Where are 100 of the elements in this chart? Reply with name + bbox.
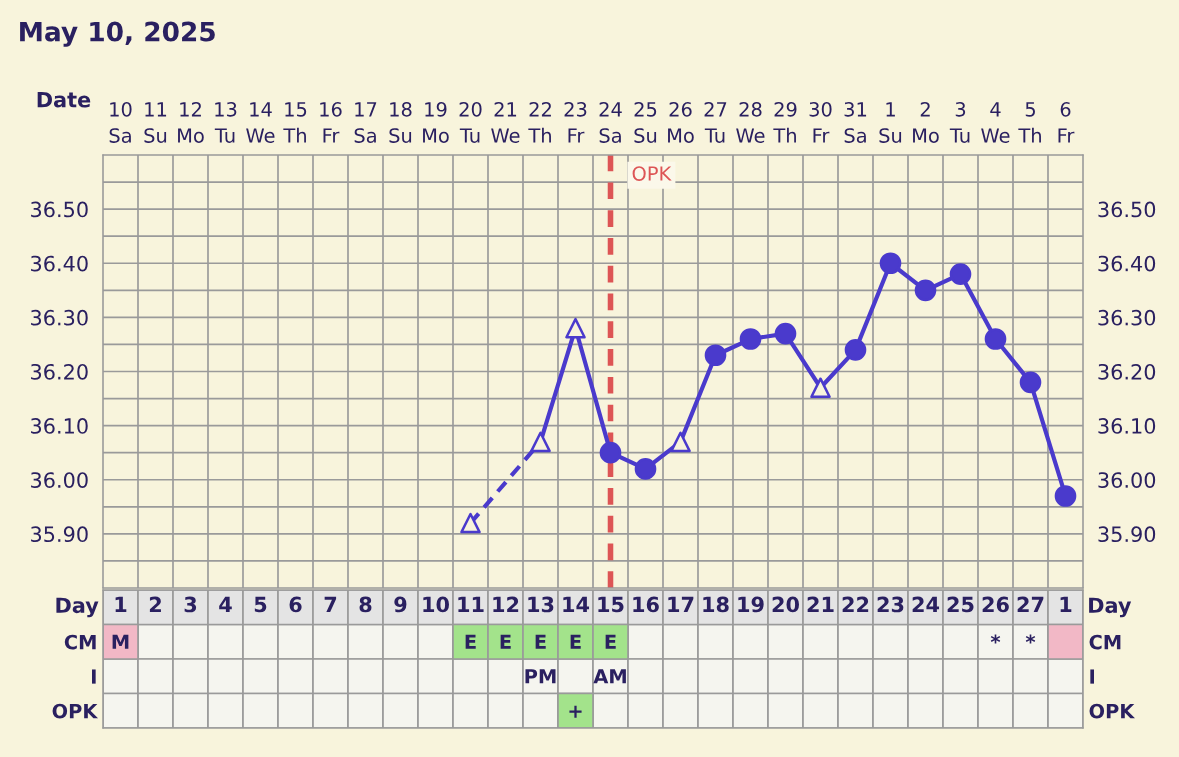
text: E [535, 634, 546, 649]
point [949, 263, 972, 285]
y2-tick-label: 36.20 [1098, 363, 1156, 380]
y-tick-label: I [92, 669, 96, 684]
x-tick-label: 7 [324, 596, 337, 613]
x-tick-label: 18 [703, 596, 729, 613]
x-tick-label: 16 [633, 596, 659, 613]
text: + [569, 705, 582, 718]
y2-tick-label: I [1090, 669, 1094, 684]
y2-tick-label: 36.50 [1098, 201, 1156, 218]
x-tick-label: 22 [842, 596, 869, 613]
y2-tick-label: 36.10 [1098, 418, 1156, 434]
x-tick-label: 25 Su [634, 101, 657, 143]
x-tick-label: 1 [1060, 596, 1072, 613]
x-tick-label: 28 We [736, 101, 765, 143]
x-tick-label: 13 [528, 596, 554, 613]
x-tick-label: 11 [458, 596, 484, 613]
point [810, 377, 831, 399]
y2-tick-label: 36.00 [1098, 472, 1156, 488]
x-tick-label: 20 Tu [459, 101, 482, 143]
text: * [990, 634, 1001, 644]
point [914, 279, 937, 302]
y-tick-label: 35.90 [31, 526, 88, 543]
x-tick-label: 19 Mo [423, 101, 449, 143]
x-axis-title: Day [56, 597, 99, 618]
ref-line-label: OPK [632, 166, 672, 181]
x-tick-label: 18 Su [389, 101, 412, 143]
y2-tick-label: 36.30 [1098, 309, 1156, 326]
x-tick-label: 10 [423, 596, 449, 613]
point [704, 344, 727, 367]
text: E [605, 634, 616, 649]
chart-title: May 10, 2025 [20, 21, 215, 47]
y-tick-label: 36.00 [31, 472, 88, 488]
x-tick-label: 1 [115, 596, 127, 613]
x-tick-label: 12 [493, 596, 519, 613]
x-tick-label: 31 Sa [844, 101, 867, 143]
y2-tick-label: OPK [1089, 703, 1135, 719]
text: M [112, 634, 129, 649]
point [984, 328, 1007, 350]
x-tick-label: 2 [149, 596, 161, 613]
x-tick-label: 9 [394, 596, 407, 613]
text: E [500, 634, 511, 649]
x-tick-label: 15 Th [283, 102, 307, 143]
x-tick-label: 6 [289, 596, 302, 613]
point [844, 339, 867, 361]
x-tick-label: 29 Th [773, 101, 797, 143]
x-tick-label: 22 Th [528, 101, 551, 143]
x-tick-label: 11 Su [144, 102, 167, 143]
x-tick-label: 19 [738, 596, 764, 613]
x-tick-label: 23 Fr [564, 101, 587, 143]
x-tick-label: 27 [1017, 596, 1044, 613]
x-tick-label: 12 Mo [178, 101, 204, 143]
x-tick-label: 17 [668, 596, 694, 613]
x-tick-label: 5 [254, 596, 267, 613]
x-tick-label: 14 [563, 596, 590, 613]
y-tick-label: 36.40 [31, 255, 88, 272]
x-tick-label: 1 Su [879, 102, 902, 143]
y2-tick-label: CM [1089, 634, 1121, 650]
y2-tick-label: 35.90 [1098, 526, 1156, 543]
point [599, 441, 622, 464]
point [1054, 485, 1077, 507]
text: E [570, 634, 581, 649]
text: * [1025, 634, 1036, 644]
x-tick-label: 25 [947, 596, 974, 613]
y-tick-label: OPK [52, 703, 99, 719]
point [634, 458, 657, 480]
y-tick-label: 36.20 [31, 363, 88, 380]
x-tick-label: 13 Tu [214, 101, 237, 143]
x-tick-label: 5 Th [1018, 102, 1041, 143]
x-tick-label: 24 Sa [599, 101, 622, 143]
point [774, 322, 797, 345]
x-tick-label: 17 Sa [354, 102, 377, 143]
x-tick-label: 21 We [491, 101, 520, 143]
x-tick-label: 26 [982, 596, 1009, 613]
text: E [465, 634, 476, 649]
point [565, 317, 586, 339]
x-tick-label: 4 [219, 596, 232, 613]
x-tick-label: 24 [912, 596, 940, 613]
point [460, 512, 481, 534]
x-tick-label: 20 [772, 596, 799, 613]
x-tick-label: 30 Fr [809, 101, 832, 143]
point [530, 431, 551, 453]
x-tick-label: 16 Fr [320, 101, 342, 143]
point [1019, 371, 1042, 394]
x-tick-label: 27 Tu [704, 101, 727, 143]
x-tick-label: 15 [598, 596, 624, 613]
x-tick-label: 21 [807, 596, 834, 613]
y2-tick-label: 36.40 [1098, 255, 1156, 272]
x-tick-label: 10 Sa [109, 101, 132, 143]
point [879, 252, 902, 275]
x-tick-label: 4 We [981, 102, 1010, 143]
point [739, 328, 762, 350]
x-tick-label: 2 Mo [913, 101, 939, 143]
x-tick-label: 6 Fr [1058, 101, 1075, 143]
y-tick-label: CM [64, 634, 96, 650]
x-tick-label: 14 We [246, 102, 275, 143]
x-tick-label: 23 [877, 596, 904, 613]
y-tick-label: 36.10 [31, 418, 88, 434]
text: Day [1089, 597, 1132, 618]
y-tick-label: 36.50 [31, 201, 88, 218]
